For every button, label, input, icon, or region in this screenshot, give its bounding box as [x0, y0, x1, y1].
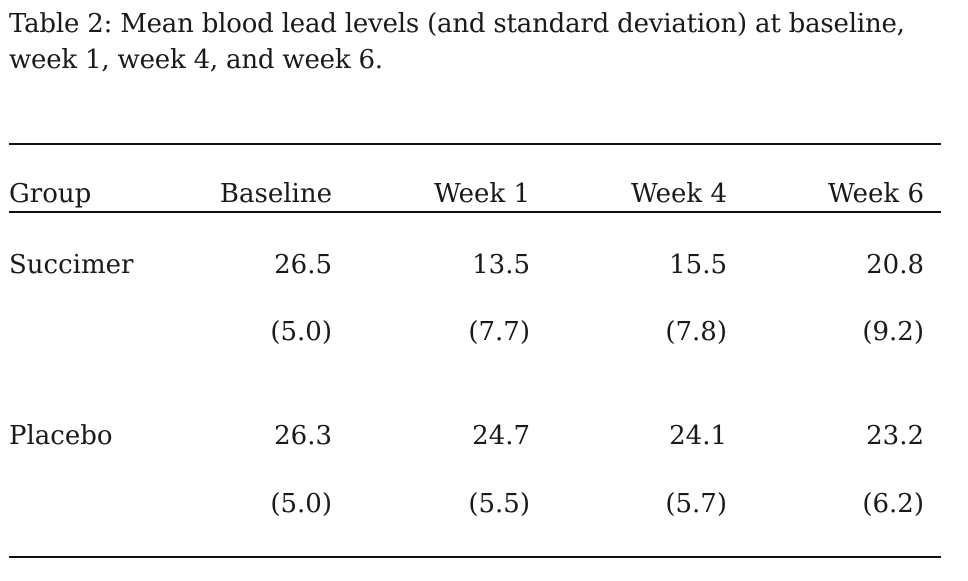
table-bottom-rule: [9, 556, 941, 558]
header-week-6: Week 6: [828, 179, 924, 209]
mean-cell: 20.8: [866, 250, 924, 280]
mean-cell: 23.2: [866, 421, 924, 451]
header-baseline: Baseline: [219, 179, 332, 209]
sd-cell: (7.7): [468, 317, 530, 347]
mean-cell: 26.3: [274, 421, 332, 451]
table-caption: Table 2: Mean blood lead levels (and sta…: [9, 9, 905, 75]
sd-cell: (7.8): [665, 317, 727, 347]
table-header-rule: [9, 211, 941, 213]
mean-cell: 26.5: [274, 250, 332, 280]
sd-cell: (5.0): [270, 489, 332, 519]
row-label: Succimer: [9, 250, 134, 280]
sd-cell: (6.2): [862, 489, 924, 519]
mean-cell: 15.5: [669, 250, 727, 280]
sd-cell: (5.7): [665, 489, 727, 519]
row-label: Placebo: [9, 421, 113, 451]
header-group: Group: [9, 179, 92, 209]
sd-cell: (9.2): [862, 317, 924, 347]
mean-cell: 24.1: [669, 421, 727, 451]
mean-cell: 13.5: [472, 250, 530, 280]
table-top-rule: [9, 143, 941, 145]
header-week-4: Week 4: [631, 179, 727, 209]
mean-cell: 24.7: [472, 421, 530, 451]
sd-cell: (5.0): [270, 317, 332, 347]
header-week-1: Week 1: [434, 179, 530, 209]
sd-cell: (5.5): [468, 489, 530, 519]
